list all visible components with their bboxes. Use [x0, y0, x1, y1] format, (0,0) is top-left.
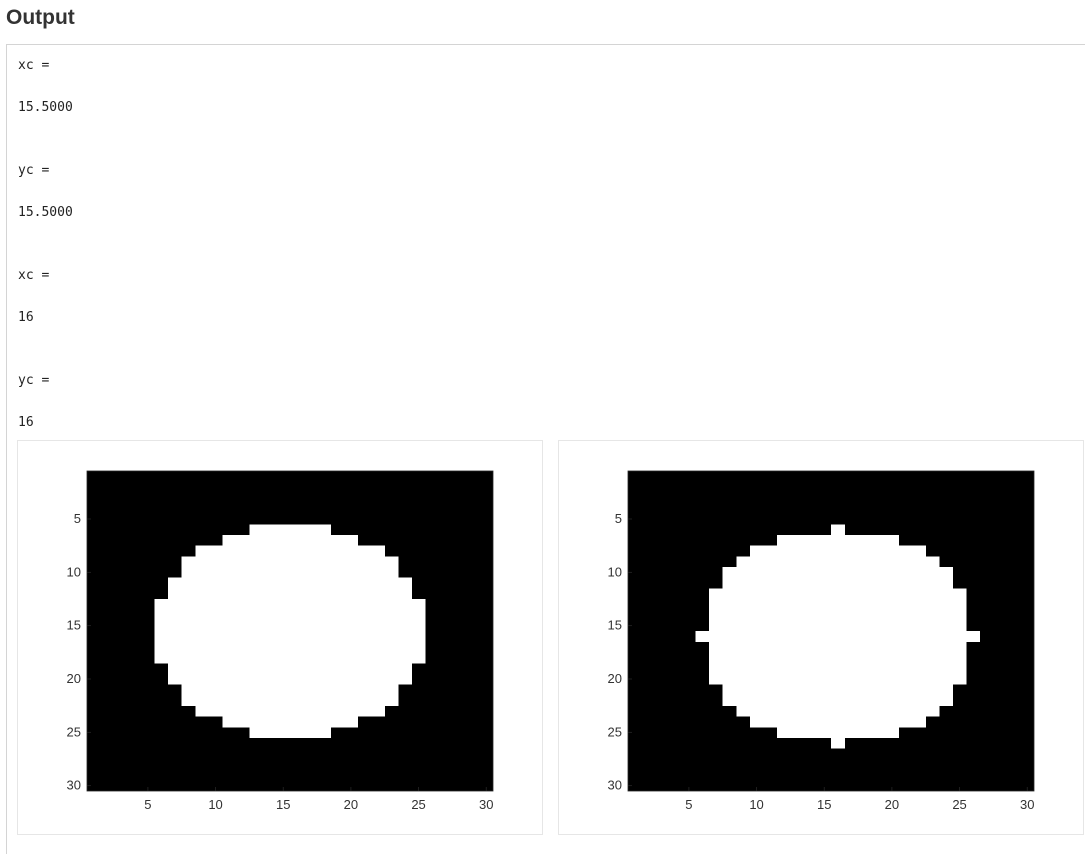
x-tick-label: 5 — [144, 797, 151, 812]
pixel-run — [222, 535, 358, 546]
y-tick-label: 30 — [67, 778, 81, 793]
x-tick-label: 25 — [411, 797, 425, 812]
console-value-xc: 16 — [18, 310, 34, 325]
image-plot-1: 5 10 15 20 25 30 5 10 15 20 25 30 — [67, 470, 494, 812]
pixel-run — [222, 716, 358, 728]
x-tick-label: 30 — [479, 797, 493, 812]
console-value-yc: 15.5000 — [18, 205, 73, 220]
y-tick-label: 20 — [608, 671, 622, 686]
x-tick-label: 10 — [749, 797, 763, 812]
y-tick-label: 25 — [608, 724, 622, 739]
console-label-xc: xc = — [18, 58, 50, 73]
pixel-run — [695, 631, 981, 642]
pixel-run — [249, 524, 331, 536]
pixel-run — [168, 663, 413, 674]
pixel-run — [709, 652, 967, 664]
x-tick-label: 20 — [885, 797, 899, 812]
pixel-run — [168, 673, 413, 685]
y-tick-label: 10 — [67, 564, 81, 579]
y-tick-label: 15 — [608, 618, 622, 633]
output-heading: Output — [6, 6, 75, 29]
image-plot-2: 5 10 15 20 25 30 5 10 15 20 25 30 — [608, 470, 1035, 812]
axes-box — [86, 470, 494, 792]
y-tick-label: 25 — [67, 724, 81, 739]
y-tick-label: 10 — [608, 564, 622, 579]
output-panel — [6, 44, 1085, 854]
x-tick-label: 25 — [952, 797, 966, 812]
x-tick-label: 20 — [344, 797, 358, 812]
x-tick-label: 15 — [817, 797, 831, 812]
y-tick-label: 15 — [67, 618, 81, 633]
pixel-run — [749, 716, 927, 728]
pixel-run — [181, 695, 399, 706]
console-value-yc: 16 — [18, 415, 34, 430]
figure-2: 5 10 15 20 25 30 5 10 15 20 25 30 — [558, 440, 1084, 835]
pixel-run — [181, 684, 399, 696]
x-tick-label: 15 — [276, 797, 290, 812]
pixel-run — [709, 641, 967, 653]
y-tick-label: 20 — [67, 671, 81, 686]
pixel-run — [709, 620, 967, 632]
pixel-run — [736, 705, 940, 717]
pixel-run — [709, 663, 967, 674]
pixel-run — [181, 567, 399, 578]
pixel-run — [736, 556, 940, 568]
y-tick-label: 5 — [615, 511, 622, 526]
y-tick-label: 5 — [74, 511, 81, 526]
axes-box — [627, 470, 1035, 792]
console-label-xc: xc = — [18, 268, 50, 283]
console-value-xc: 15.5000 — [18, 100, 73, 115]
pixel-run — [831, 737, 845, 749]
pixel-run — [168, 577, 413, 589]
console-label-yc: yc = — [18, 163, 50, 178]
pixel-run — [709, 588, 967, 600]
pixel-run — [722, 695, 954, 706]
pixel-run — [154, 599, 426, 610]
figure-1: 5 10 15 20 25 30 5 10 15 20 25 30 — [17, 440, 543, 835]
pixel-run — [181, 556, 399, 568]
x-tick-label: 5 — [685, 797, 692, 812]
y-tick-label: 30 — [608, 778, 622, 793]
pixel-run — [722, 577, 954, 589]
pixel-run — [709, 673, 967, 685]
pixel-run — [154, 641, 426, 653]
pixel-run — [831, 524, 845, 536]
x-tick-label: 30 — [1020, 797, 1034, 812]
console-label-yc: yc = — [18, 373, 50, 388]
pixel-run — [195, 705, 386, 717]
pixel-run — [168, 588, 413, 600]
pixel-run — [154, 631, 426, 642]
pixel-run — [709, 609, 967, 621]
pixel-run — [722, 684, 954, 696]
pixel-run — [776, 727, 899, 738]
x-tick-label: 10 — [208, 797, 222, 812]
pixel-run — [154, 620, 426, 632]
pixel-run — [776, 535, 899, 546]
pixel-run — [249, 727, 331, 738]
pixel-run — [195, 545, 386, 557]
pixel-run — [709, 599, 967, 610]
pixel-run — [749, 545, 927, 557]
pixel-run — [722, 567, 954, 578]
pixel-run — [154, 652, 426, 664]
pixel-run — [154, 609, 426, 621]
